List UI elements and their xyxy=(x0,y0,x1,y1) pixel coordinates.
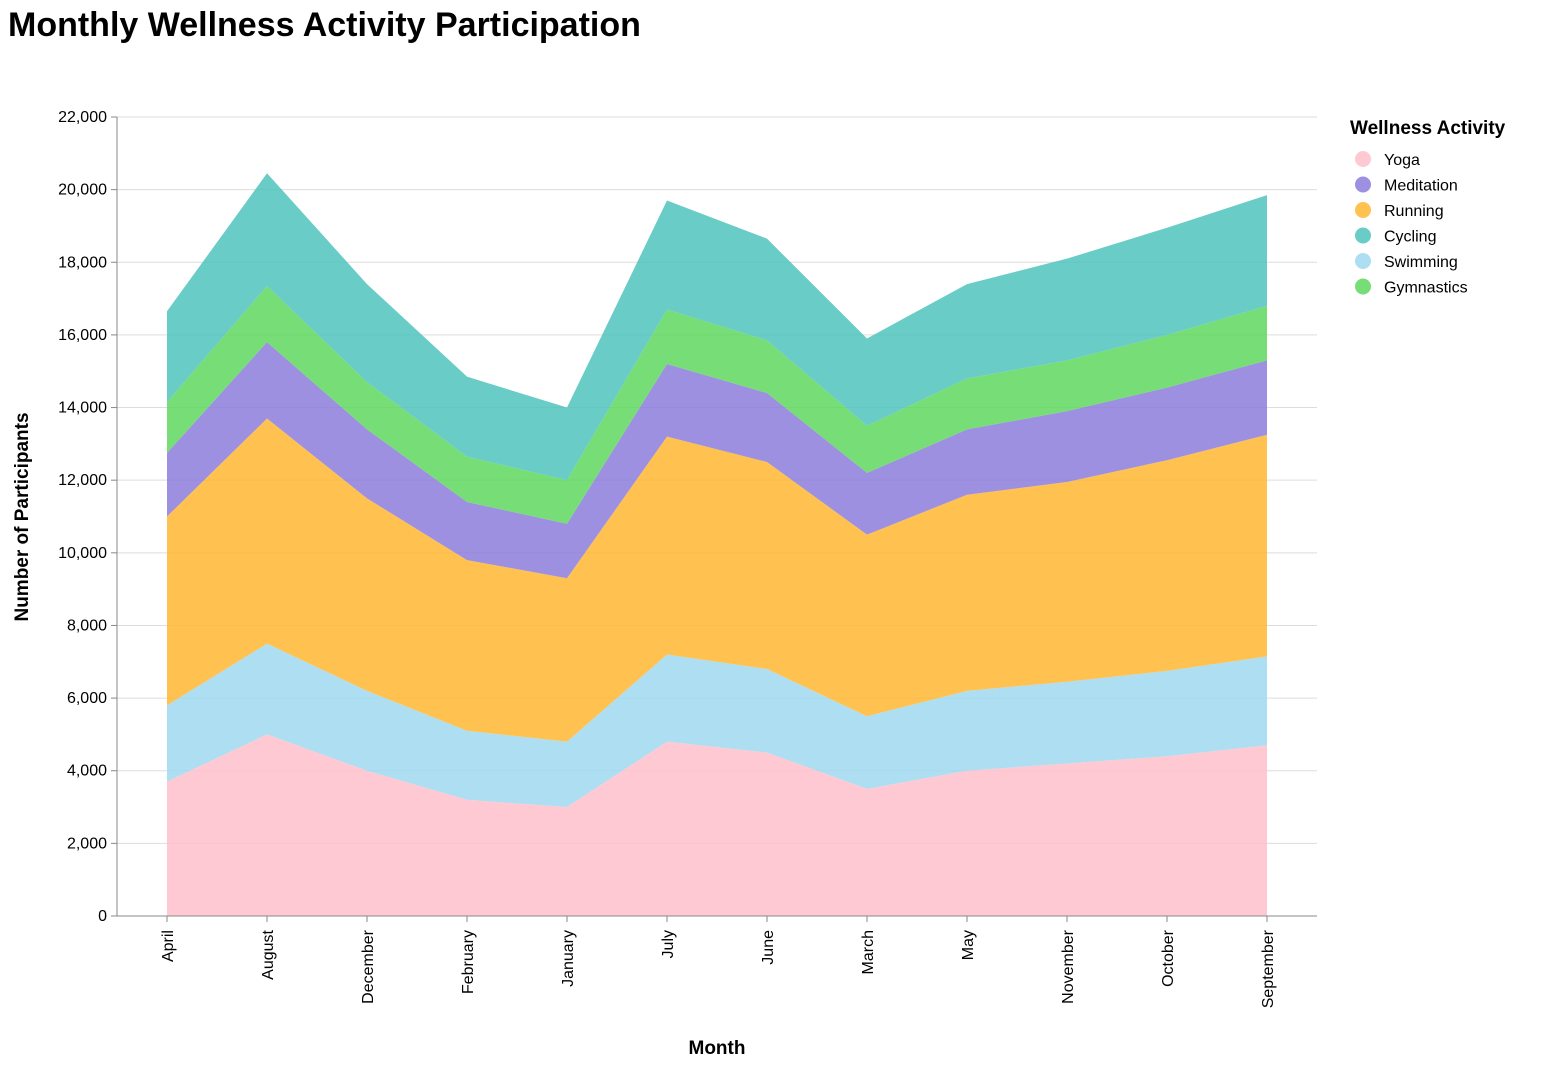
y-tick-label: 20,000 xyxy=(58,182,107,199)
x-tick-label: April xyxy=(160,930,177,962)
x-tick-label: October xyxy=(1160,929,1177,987)
x-tick-label: July xyxy=(660,930,677,958)
legend-swatch-yoga xyxy=(1355,151,1371,167)
x-tick-label: December xyxy=(360,929,377,1003)
area-series-yoga xyxy=(167,734,1267,916)
x-tick-label: February xyxy=(460,930,477,994)
y-tick-label: 12,000 xyxy=(58,472,107,489)
y-tick-label: 14,000 xyxy=(58,400,107,417)
x-tick-label: June xyxy=(760,930,777,965)
legend-label-meditation: Meditation xyxy=(1384,178,1458,195)
x-tick-label: January xyxy=(560,930,577,987)
y-axis-title: Number of Participants xyxy=(12,412,33,621)
y-tick-label: 16,000 xyxy=(58,327,107,344)
y-tick-label: 8,000 xyxy=(67,617,107,634)
area-series-running xyxy=(167,418,1267,742)
area-series-meditation xyxy=(167,342,1267,579)
axes: 0 2,000 4,000 6,000 8,000 10,000 12,000 14,000 1… xyxy=(58,109,1317,1008)
legend: Wellness Activity Yoga Meditation Running C… xyxy=(1350,118,1506,297)
y-tick-label: 2,000 xyxy=(67,835,107,852)
stacked-areas xyxy=(167,173,1267,916)
y-tick-label: 4,000 xyxy=(67,763,107,780)
legend-label-running: Running xyxy=(1384,203,1444,220)
legend-swatch-cycling xyxy=(1355,227,1371,244)
legend-label-cycling: Cycling xyxy=(1384,229,1436,246)
y-tick-label: 10,000 xyxy=(58,545,107,562)
legend-label-swimming: Swimming xyxy=(1384,254,1458,271)
x-tick-label: May xyxy=(960,930,977,960)
chart-title: Monthly Wellness Activity Participation xyxy=(8,6,641,44)
legend-swatch-running xyxy=(1355,202,1371,218)
legend-swatch-swimming xyxy=(1355,253,1371,269)
area-series-cycling xyxy=(167,173,1267,481)
legend-label-gymnastics: Gymnastics xyxy=(1384,280,1468,297)
legend-title: Wellness Activity xyxy=(1350,118,1506,139)
legend-swatch-meditation xyxy=(1355,176,1371,193)
y-tick-label: 18,000 xyxy=(58,254,107,271)
x-tick-label: September xyxy=(1260,929,1277,1008)
legend-label-yoga: Yoga xyxy=(1384,152,1420,169)
x-axis-title: Month xyxy=(689,1038,746,1059)
area-series-swimming xyxy=(167,643,1267,808)
x-tick-label: March xyxy=(860,930,877,974)
y-tick-label: 6,000 xyxy=(67,690,107,707)
legend-swatch-gymnastics xyxy=(1355,278,1371,295)
area-series-gymnastics xyxy=(167,285,1267,524)
y-tick-label: 0 xyxy=(98,908,107,925)
x-tick-label: November xyxy=(1060,929,1077,1003)
y-tick-label: 22,000 xyxy=(58,109,107,126)
x-tick-label: August xyxy=(260,929,277,979)
